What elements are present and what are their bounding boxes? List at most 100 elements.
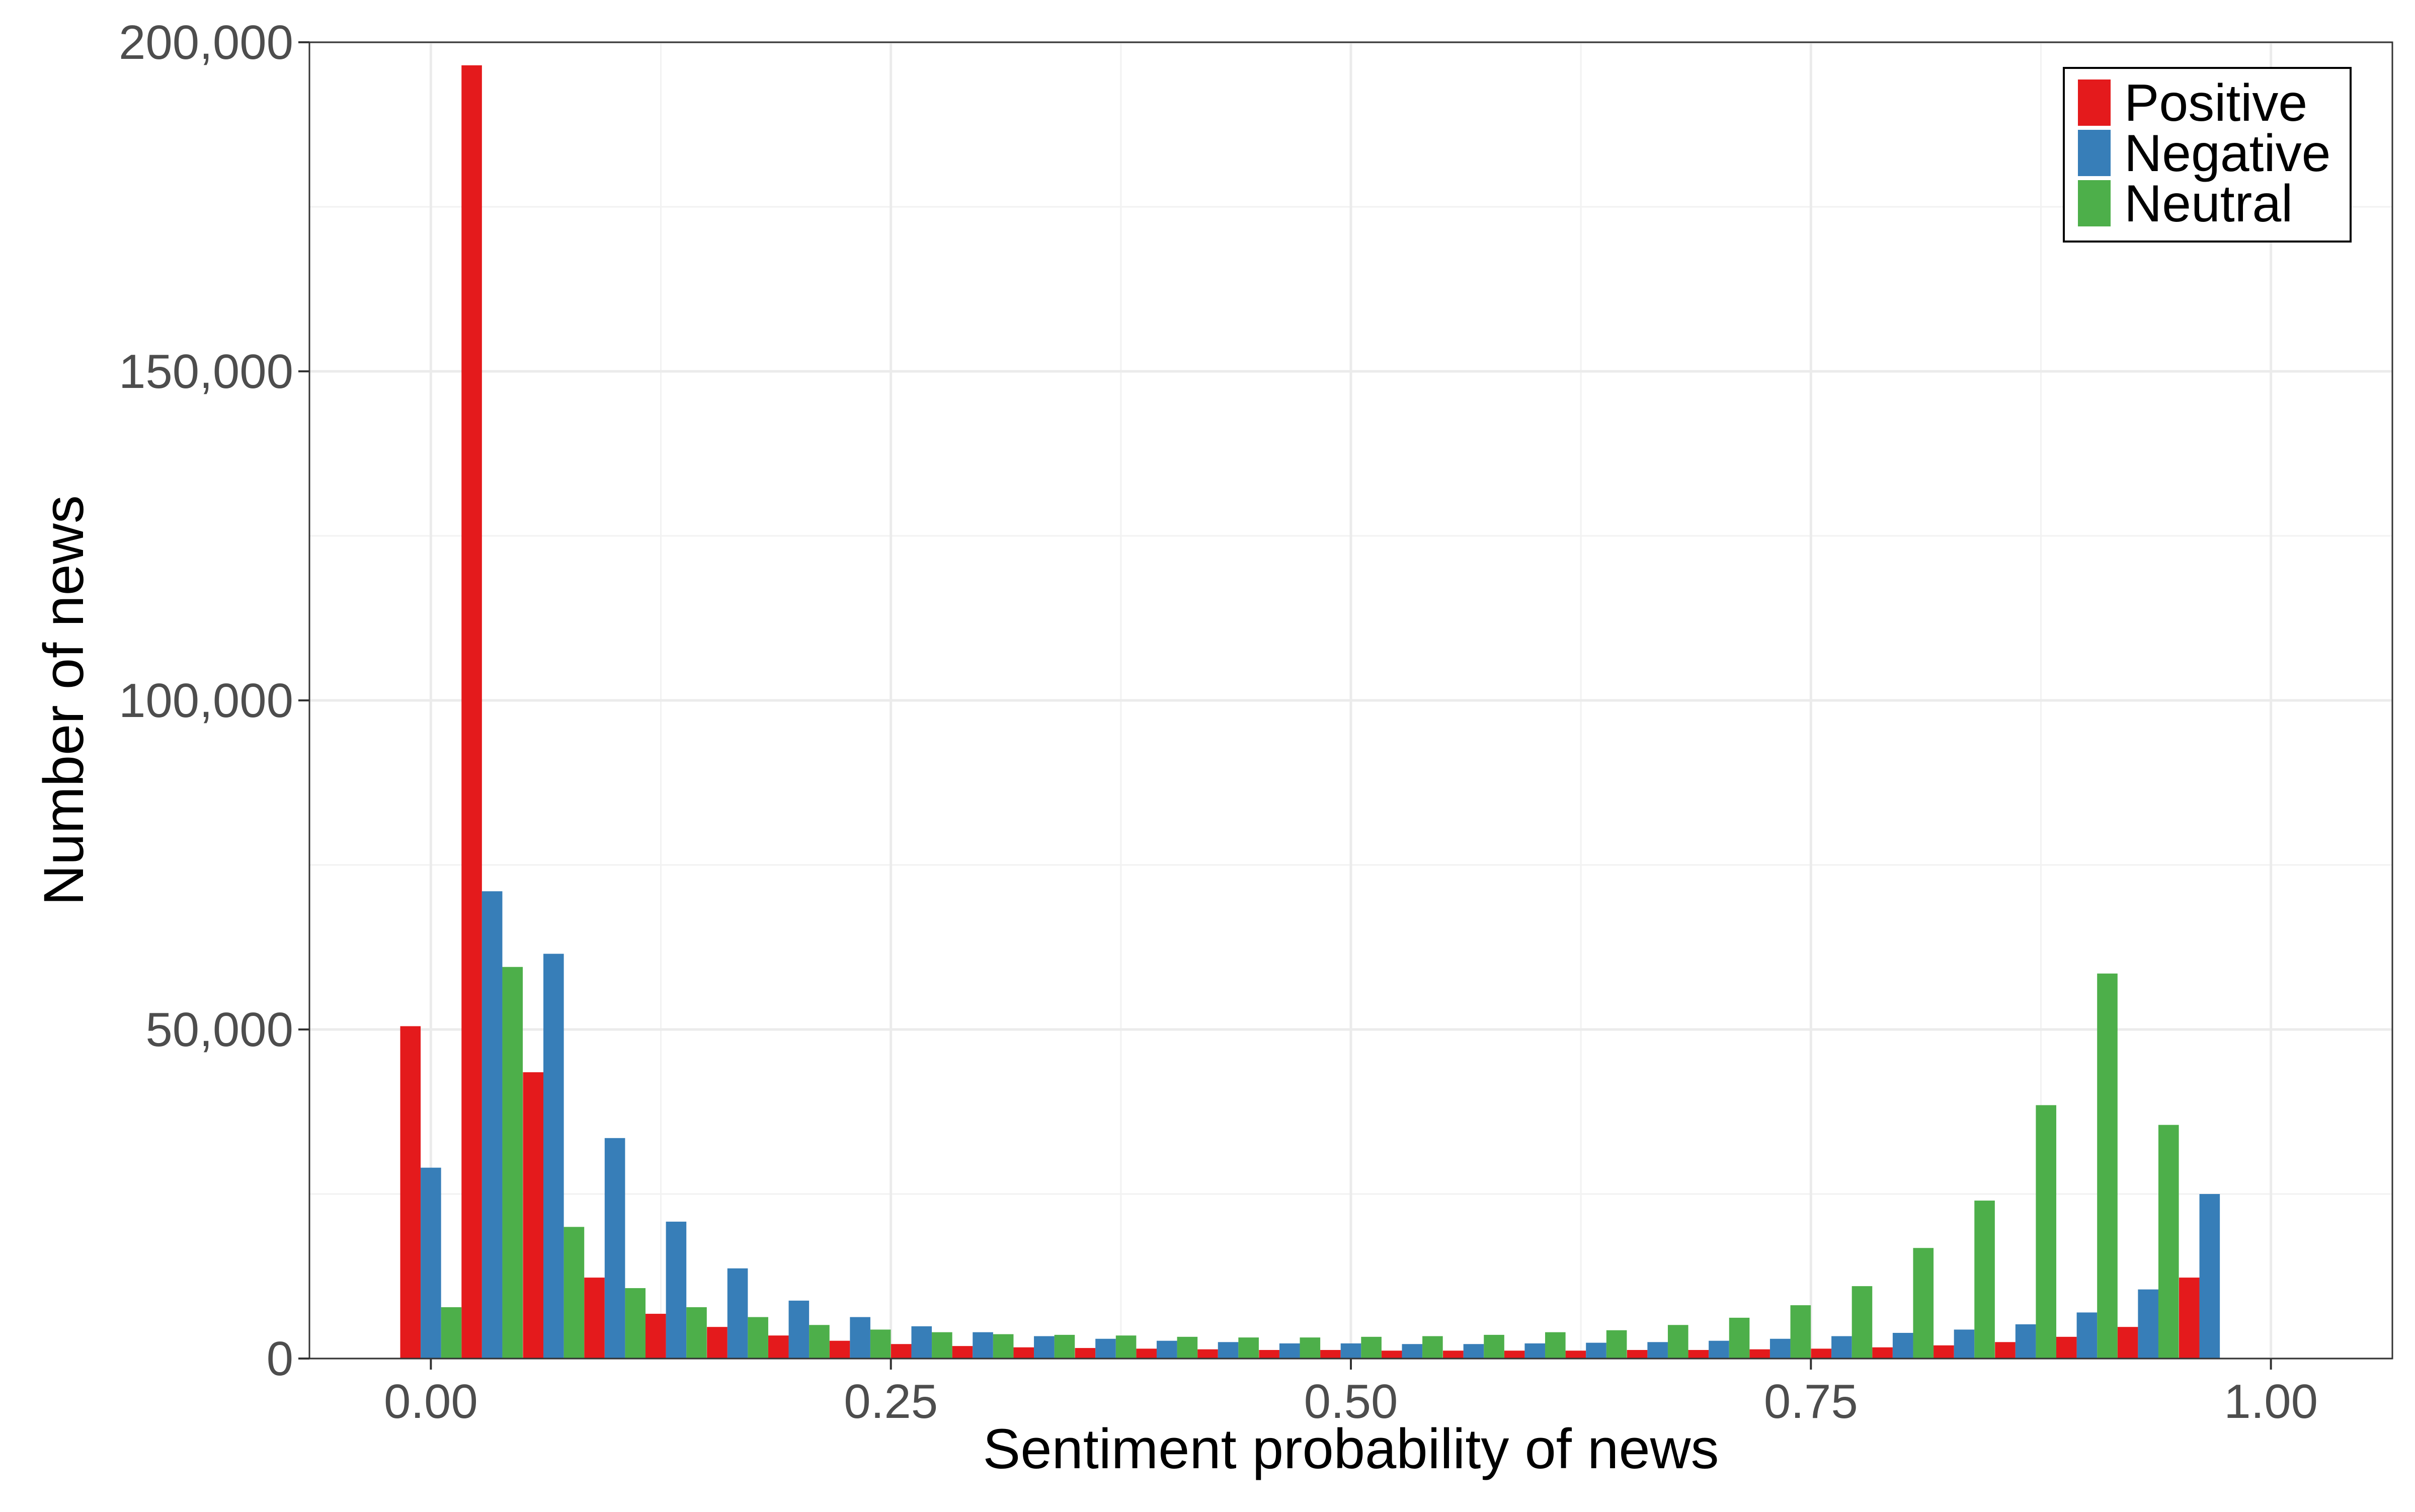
bar-positive [1749,1349,1770,1359]
bar-negative [1340,1343,1361,1359]
bar-positive [523,1072,544,1359]
bar-positive [1627,1349,1648,1359]
bar-negative [1709,1340,1729,1359]
bar-positive [1872,1347,1893,1359]
axis-layer: 0 50,000 100,000 150,000 200,000 0.00 0.25 0.50… [119,16,2318,1428]
bar-negative [1524,1343,1546,1359]
bar-neutral [564,1227,585,1359]
bar-negative [604,1138,625,1359]
bar-neutral [1054,1334,1075,1359]
bar-neutral [809,1325,830,1359]
bar-positive [1197,1349,1218,1359]
bar-positive [1688,1349,1709,1359]
y-axis-title: Number of news [32,495,95,905]
bar-negative [1831,1336,1852,1359]
bar-neutral [1729,1317,1750,1359]
bar-neutral [502,967,523,1359]
legend-key-neutral [2078,180,2111,226]
bar-positive [1259,1349,1279,1359]
bar-negative [481,891,503,1359]
legend-label-positive: Positive [2124,74,2307,132]
bar-neutral [1974,1201,1995,1359]
bar-positive [1443,1350,1464,1359]
bar-neutral [1361,1336,1382,1359]
bar-negative [1156,1340,1177,1359]
bar-positive [829,1340,850,1359]
legend-box [2063,67,2352,243]
bar-negative [1892,1332,1913,1359]
bar-positive [768,1335,789,1359]
bar-negative [1279,1343,1300,1359]
bar-positive [2117,1327,2138,1359]
bar-positive [1565,1350,1586,1359]
bar-negative [2076,1312,2098,1359]
x-tick-label: 0.50 [1304,1375,1398,1428]
x-tick-label: 1.00 [2224,1375,2318,1428]
x-tick-label: 0.00 [384,1375,478,1428]
bar-positive [1136,1348,1157,1359]
bar-positive [584,1278,605,1359]
bar-positive [707,1327,728,1359]
bar-neutral [1852,1286,1873,1359]
bar-negative [1034,1336,1055,1359]
bar-neutral [1238,1337,1259,1359]
bar-positive [1811,1348,1832,1359]
bar-positive [645,1314,666,1359]
bar-positive [2056,1336,2077,1359]
bar-neutral [1115,1335,1137,1359]
bar-negative [2199,1194,2220,1359]
bar-negative [1218,1342,1239,1359]
bar-negative [421,1167,441,1359]
bar-negative [2138,1289,2158,1359]
legend-label-negative: Negative [2124,124,2330,183]
bar-positive [1381,1350,1402,1359]
bar-positive [2179,1278,2200,1359]
bar-negative [1095,1338,1116,1359]
bar-neutral [2097,973,2118,1359]
bar-neutral [686,1307,707,1359]
x-axis-title: Sentiment probability of news [983,1417,1719,1480]
y-tick-label: 200,000 [119,16,293,69]
bar-neutral [1667,1325,1688,1359]
y-tick-label: 0 [267,1332,293,1386]
y-tick-label: 50,000 [145,1003,293,1057]
bar-neutral [748,1317,768,1359]
bar-negative [1647,1342,1668,1359]
bar-neutral [2158,1125,2179,1359]
bar-neutral [1790,1305,1811,1359]
bar-neutral [870,1329,891,1359]
bar-negative [788,1300,810,1359]
bar-neutral [625,1288,646,1359]
y-tick-label: 150,000 [119,345,293,399]
legend-key-negative [2078,130,2111,176]
bar-positive [1320,1349,1341,1359]
bar-negative [666,1221,687,1359]
bar-negative [1586,1342,1606,1359]
bar-neutral [932,1332,952,1359]
x-tick-label: 0.75 [1764,1375,1858,1428]
y-tick-label: 100,000 [119,674,293,728]
bar-negative [1402,1344,1423,1359]
bar-negative [973,1332,993,1359]
bar-neutral [1422,1336,1443,1359]
legend-key-positive [2078,79,2111,126]
bar-negative [1463,1344,1484,1359]
bar-negative [1769,1338,1791,1359]
bar-positive [1934,1345,1954,1359]
bar-negative [543,953,564,1359]
bar-positive [1013,1347,1034,1359]
legend-label-neutral: Neutral [2124,175,2293,233]
bar-positive [1504,1350,1525,1359]
bar-negative [850,1317,870,1359]
bar-positive [1075,1348,1096,1359]
bar-positive [891,1344,912,1359]
bar-neutral [2036,1105,2057,1359]
bar-neutral [1606,1330,1627,1359]
bar-neutral [441,1307,462,1359]
x-tick-label: 0.25 [844,1375,938,1428]
bar-neutral [1177,1336,1198,1359]
bar-neutral [1913,1248,1934,1359]
